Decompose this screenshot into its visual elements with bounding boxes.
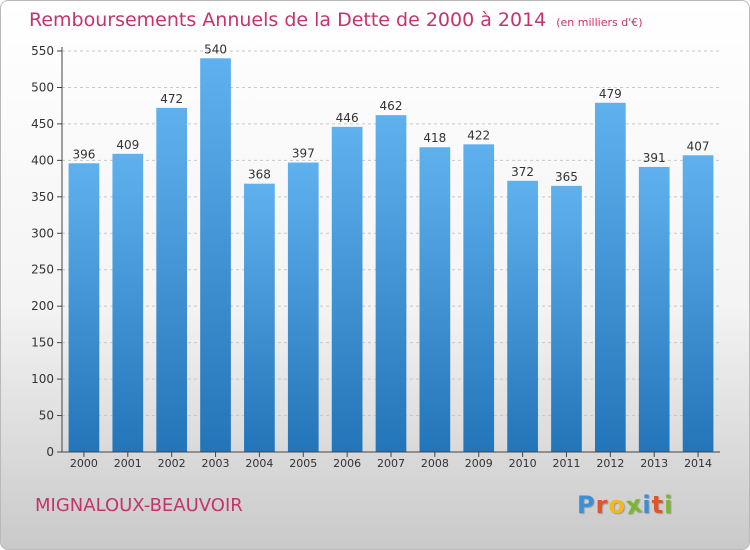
y-tick-label: 550 [31, 44, 54, 58]
chart-title-text: Remboursements Annuels de la Dette de 20… [29, 9, 547, 31]
proxiti-logo: Proxiti [577, 490, 674, 520]
x-tick-label: 2002 [158, 457, 186, 470]
x-tick-label: 2009 [465, 457, 493, 470]
y-tick-label: 0 [46, 445, 54, 459]
logo-letter: r [595, 491, 609, 519]
value-label: 409 [116, 138, 139, 152]
bars [68, 58, 714, 453]
value-label: 462 [380, 99, 403, 113]
x-tick-label: 2007 [377, 457, 405, 470]
y-tick-label: 350 [31, 190, 54, 204]
y-tick-label: 400 [31, 153, 54, 167]
x-tick-label: 2012 [596, 457, 624, 470]
y-tick-label: 300 [31, 226, 54, 240]
x-tick-label: 2006 [333, 457, 361, 470]
bar-2010 [507, 180, 538, 452]
x-tick-label: 2001 [114, 457, 142, 470]
x-tick-label: 2011 [552, 457, 580, 470]
x-tick-label: 2014 [684, 457, 712, 470]
chart-title: Remboursements Annuels de la Dette de 20… [29, 9, 643, 31]
chart-unit: (en milliers d'€) [556, 16, 643, 29]
value-label: 446 [336, 111, 359, 125]
bar-2004 [244, 183, 275, 452]
bar-2007 [375, 115, 407, 452]
bar-2006 [331, 126, 363, 453]
value-label: 479 [599, 87, 622, 101]
bar-2013 [638, 166, 670, 452]
bar-2000 [68, 163, 100, 452]
value-label: 396 [72, 147, 95, 161]
bar-2011 [551, 185, 582, 452]
logo-letter: i [664, 491, 674, 519]
bar-2008 [419, 147, 451, 453]
x-tick-label: 2010 [509, 457, 537, 470]
value-label: 365 [555, 170, 578, 184]
x-tick-label: 2005 [289, 457, 317, 470]
y-tick-label: 250 [31, 263, 54, 277]
bar-2012 [594, 102, 626, 453]
x-tick-label: 2004 [245, 457, 273, 470]
value-label: 422 [467, 128, 490, 142]
y-tick-label: 150 [31, 336, 54, 350]
bar-2003 [200, 58, 231, 453]
value-label: 368 [248, 168, 271, 182]
value-label: 472 [160, 92, 183, 106]
commune-name: MIGNALOUX-BEAUVOIR [35, 495, 243, 516]
x-tick-label: 2008 [421, 457, 449, 470]
axes [57, 47, 720, 457]
value-label: 372 [511, 165, 534, 179]
x-tick-label: 2000 [70, 457, 98, 470]
value-label: 391 [643, 151, 666, 165]
y-tick-label: 100 [31, 372, 54, 386]
value-label: 418 [423, 131, 446, 145]
bar-2009 [463, 144, 495, 452]
y-tick-label: 50 [39, 409, 54, 423]
value-label: 540 [204, 42, 227, 56]
y-tick-label: 200 [31, 299, 54, 313]
bar-2005 [287, 162, 319, 452]
logo-letter: t [651, 491, 665, 519]
y-tick-label: 450 [31, 117, 54, 131]
labels: 0 50 100 150 200 250 300 350 400 450 500 550 396 2000… [31, 42, 712, 470]
logo-letter: P [577, 491, 596, 519]
bar-2001 [112, 153, 144, 452]
bar-2014 [682, 155, 714, 452]
value-label: 407 [687, 139, 710, 153]
value-label: 397 [292, 147, 315, 161]
logo-letter: i [642, 491, 652, 519]
bar-2002 [156, 107, 188, 453]
x-tick-label: 2003 [202, 457, 230, 470]
logo-letter: o [608, 491, 626, 519]
x-tick-label: 2013 [640, 457, 668, 470]
y-tick-label: 500 [31, 80, 54, 94]
